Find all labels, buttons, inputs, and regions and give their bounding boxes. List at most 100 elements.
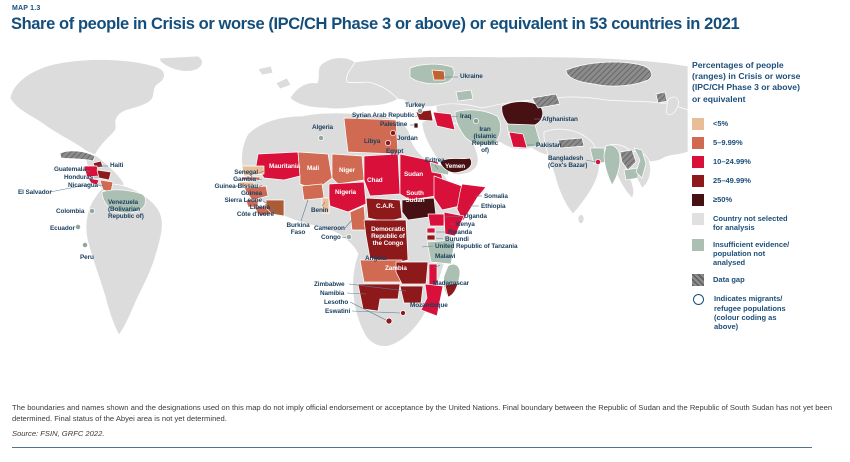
- legend-label: ≥50%: [713, 194, 733, 204]
- leader-line: [270, 207, 275, 211]
- leader-line: [444, 215, 463, 218]
- country-honduras: [96, 169, 112, 181]
- country-myanmar: [603, 144, 621, 186]
- legend-item: ≥50%: [692, 193, 850, 206]
- page-title: Share of people in Crisis or worse (IPC/…: [11, 15, 740, 33]
- leader-line: [346, 292, 367, 295]
- leader-line: [344, 219, 353, 229]
- legend-swatch: [692, 136, 704, 149]
- legend-label: 25–49.99%: [713, 175, 751, 185]
- landmass-north-america: [9, 59, 165, 156]
- map-disclaimer: The boundaries and names shown and the d…: [12, 403, 833, 423]
- country-nepal: [557, 137, 585, 149]
- legend-title: Percentages of people (ranges) in Crisis…: [692, 60, 801, 104]
- landmass-south-america: [85, 183, 163, 336]
- legend-item: 5–9.99%: [692, 136, 850, 149]
- country-ukraine-east: [431, 69, 446, 81]
- legend-swatch: [692, 193, 704, 206]
- refugee-population-marker-turkey: [417, 108, 423, 114]
- legend-item: Indicates migrants/ refugee populations …: [692, 293, 850, 331]
- landmass-iceland: [257, 65, 274, 76]
- legend-item: Insufficient evidence/ population not an…: [692, 238, 850, 268]
- legend-label: 10–24.99%: [713, 156, 751, 166]
- country-rwanda: [426, 227, 436, 234]
- country-south-sudan: [401, 197, 437, 221]
- leader-line: [321, 201, 326, 207]
- refugee-population-marker-iran: [473, 118, 479, 124]
- refugee-population-marker-coxs-bazar: [595, 159, 601, 165]
- leader-line: [421, 245, 434, 248]
- leader-line: [85, 169, 91, 173]
- legend-label: Data gap: [713, 275, 745, 285]
- leader-line: [274, 210, 278, 215]
- legend-swatch: [692, 274, 704, 287]
- leader-line: [348, 283, 407, 292]
- leader-line: [349, 301, 387, 321]
- country-zimbabwe: [399, 285, 424, 304]
- migrant-circle-icon: [693, 294, 704, 306]
- legend-item: Country not selected for analysis: [692, 212, 850, 232]
- country-namibia: [357, 283, 401, 312]
- map-overlay: [49, 76, 601, 321]
- leader-line: [256, 178, 263, 181]
- legend-swatch: [692, 174, 704, 187]
- map-legend: Percentages of people (ranges) in Crisis…: [692, 60, 850, 338]
- legend-label: <5%: [713, 118, 729, 128]
- country-burundi: [426, 234, 436, 241]
- country-benin: [321, 197, 330, 214]
- refugee-population-marker-jordan: [390, 130, 396, 136]
- legend-item: 25–49.99%: [692, 174, 850, 187]
- legend-label: 5–9.99%: [713, 137, 743, 147]
- legend-label: Insufficient evidence/ population not an…: [713, 239, 790, 268]
- country-guinea: [243, 185, 269, 201]
- country-el-salvador: [87, 177, 100, 186]
- country-gambia: [241, 176, 261, 181]
- leader-line: [435, 237, 444, 240]
- legend-items: <5% 5–9.99% 10–24.99% 25–49.99% ≥50% Country …: [692, 117, 850, 331]
- country-somalia: [456, 183, 487, 222]
- map-number: MAP 1.3: [12, 5, 41, 12]
- country-cuba: [59, 150, 96, 162]
- leader-line: [450, 115, 459, 118]
- refugee-population-marker-algeria: [318, 135, 324, 141]
- country-vietnam: [633, 147, 647, 179]
- world-map-canvas: [9, 56, 688, 347]
- leader-line: [414, 114, 420, 118]
- country-niger: [331, 153, 365, 185]
- leader-line: [434, 164, 439, 170]
- country-lesotho: [385, 317, 393, 325]
- country-iraq: [432, 111, 456, 131]
- refugee-population-marker-colombia: [89, 208, 95, 214]
- country-eswatini: [400, 310, 406, 316]
- country-pakistan-south: [508, 131, 528, 149]
- leader-line: [351, 310, 401, 314]
- refugee-population-marker-congo: [346, 234, 352, 240]
- country-cambodia: [623, 167, 639, 181]
- leader-line: [49, 183, 92, 193]
- country-libya: [343, 117, 399, 155]
- country-zambia: [395, 261, 429, 285]
- refugee-population-marker-peru: [82, 242, 88, 248]
- source-note: Source: FSIN, GRFC 2022.: [12, 429, 105, 438]
- landmasses: [9, 56, 688, 347]
- leader-line: [258, 170, 265, 174]
- country-mongolia: [565, 61, 652, 87]
- country-caucasus: [455, 89, 474, 102]
- leader-line: [433, 264, 441, 269]
- landmass-sri-lanka: [577, 214, 585, 224]
- country-yemen: [439, 157, 472, 174]
- legend-label: Country not selected for analysis: [713, 213, 788, 232]
- legend-swatch: [692, 117, 704, 130]
- country-tanzania: [426, 239, 456, 265]
- country-chad: [363, 153, 401, 197]
- landmass-india: [543, 128, 600, 215]
- landmass-uk: [275, 77, 292, 90]
- country-palestine: [413, 122, 419, 129]
- leader-line: [341, 236, 348, 239]
- leader-line: [97, 184, 105, 187]
- refugee-population-marker-egypt: [385, 140, 391, 146]
- landmass-japan: [665, 96, 679, 116]
- leader-line: [300, 199, 309, 222]
- leader-line: [262, 200, 267, 204]
